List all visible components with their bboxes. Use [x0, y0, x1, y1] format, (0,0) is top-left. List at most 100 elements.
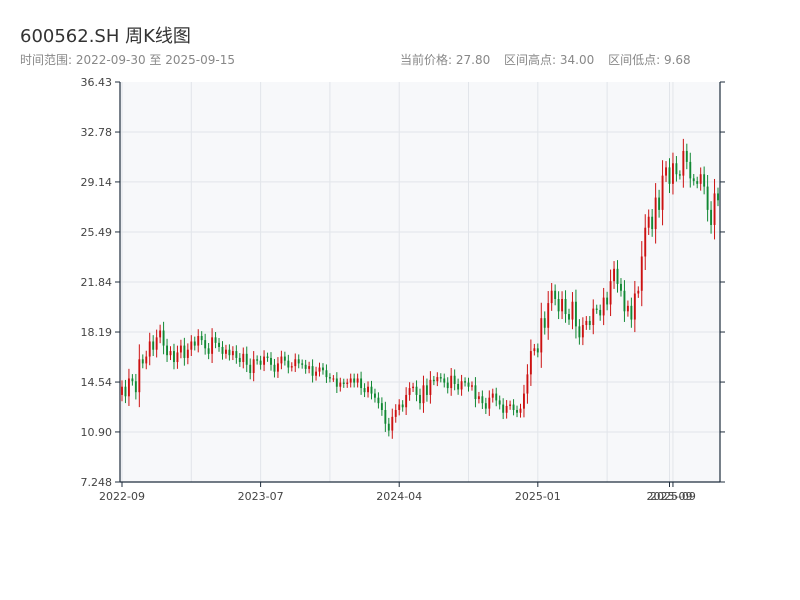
- candle-body: [668, 167, 671, 184]
- candle-body: [425, 385, 428, 395]
- candle-body: [370, 386, 373, 394]
- candle-body: [488, 397, 491, 409]
- candle-body: [498, 400, 501, 405]
- x-tick-label: 2025-09: [647, 490, 693, 503]
- x-tick-label: 2023-07: [238, 490, 284, 503]
- candle-body: [211, 337, 214, 354]
- candle-body: [193, 341, 196, 346]
- candle-body: [654, 197, 657, 230]
- candle-body: [204, 340, 207, 349]
- candle-body: [374, 393, 376, 398]
- candle-body: [315, 371, 317, 376]
- candle-body: [540, 318, 543, 353]
- candle-body: [696, 181, 699, 184]
- candle-body: [328, 377, 331, 379]
- candle-body: [377, 397, 380, 404]
- candle-body: [678, 174, 681, 176]
- candle-body: [588, 320, 591, 326]
- x-tick-label: 2025-01: [515, 490, 561, 503]
- candle-body: [145, 356, 148, 364]
- candle-body: [235, 351, 238, 358]
- chart-title: 600562.SH 周K线图: [20, 26, 191, 47]
- candle-body: [606, 297, 609, 305]
- y-tick-label: 25.49: [81, 226, 113, 239]
- candle-body: [297, 359, 300, 364]
- candle-body: [308, 366, 311, 369]
- candle-body: [509, 404, 512, 406]
- y-tick-label: 32.78: [81, 126, 113, 139]
- candle-body: [197, 335, 200, 346]
- grid-lines: [120, 82, 720, 482]
- candle-body: [318, 367, 321, 372]
- candle-body: [495, 393, 498, 401]
- range-high-text: 区间高点: 34.00: [504, 53, 595, 67]
- candle-body: [477, 396, 480, 400]
- candle-body: [557, 298, 560, 312]
- candle-body: [571, 301, 574, 320]
- candle-body: [266, 356, 269, 358]
- candle-body: [523, 393, 525, 409]
- candle-body: [380, 403, 383, 411]
- candle-body: [335, 378, 338, 387]
- candle-body: [121, 386, 123, 395]
- candle-body: [276, 363, 279, 372]
- candle-body: [408, 388, 411, 395]
- current-price-text: 当前价格: 27.80: [400, 53, 491, 67]
- time-range-text: 时间范围: 2022-09-30 至 2025-09-15: [20, 53, 235, 67]
- y-axis-ticks: 36.43 32.78 29.14 25.49 21.84 18.19 14.54 10.90…: [81, 76, 725, 489]
- candle-body: [179, 345, 182, 353]
- candle-body: [155, 337, 158, 350]
- range-low-text: 区间低点: 9.68: [608, 53, 691, 67]
- candle-body: [602, 297, 605, 316]
- candle-body: [481, 396, 484, 404]
- candle-body: [214, 337, 217, 343]
- candle-body: [346, 382, 349, 384]
- candle-body: [457, 383, 460, 390]
- candle-body: [710, 209, 713, 225]
- candle-body: [665, 167, 667, 176]
- candle-body: [644, 227, 647, 257]
- candle-body: [294, 359, 297, 367]
- candle-body: [231, 351, 234, 356]
- x-tick-label: 2022-09: [99, 490, 145, 503]
- candle-body: [325, 370, 328, 378]
- candle-body: [651, 216, 654, 230]
- candle-body: [391, 416, 394, 431]
- candle-body: [131, 378, 134, 382]
- candle-body: [536, 348, 539, 353]
- candle-body: [432, 379, 435, 382]
- candle-body: [394, 410, 397, 417]
- candle-body: [273, 364, 276, 372]
- candle-body: [609, 281, 612, 305]
- candle-body: [543, 318, 546, 328]
- candle-body: [245, 353, 248, 365]
- candle-body: [349, 378, 352, 383]
- candle-body: [505, 405, 508, 413]
- candle-body: [256, 359, 259, 361]
- candle-body: [249, 364, 252, 374]
- candle-body: [218, 342, 220, 347]
- candle-body: [550, 290, 553, 304]
- candle-body: [439, 377, 442, 379]
- candle-body: [647, 216, 650, 228]
- candle-body: [353, 378, 356, 383]
- candle-body: [633, 293, 636, 320]
- candle-body: [415, 386, 418, 395]
- candle-body: [356, 378, 359, 383]
- candle-body: [637, 290, 640, 294]
- candle-body: [436, 377, 439, 382]
- candle-body: [290, 366, 293, 368]
- candle-body: [502, 404, 505, 413]
- y-tick-label: 14.54: [81, 376, 113, 389]
- candle-body: [464, 381, 466, 383]
- candle-body: [640, 256, 643, 291]
- candle-body: [672, 163, 674, 184]
- candle-body: [384, 410, 387, 424]
- candle-body: [398, 404, 401, 411]
- candle-body: [363, 388, 366, 393]
- candle-body: [630, 305, 633, 320]
- candle-body: [467, 382, 470, 387]
- candle-body: [554, 290, 557, 299]
- candle-body: [360, 378, 363, 389]
